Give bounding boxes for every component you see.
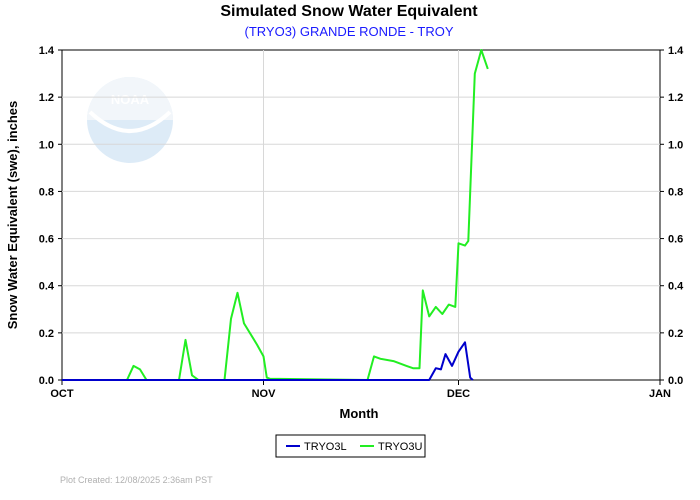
y-tick-label-right: 0.6 bbox=[668, 234, 683, 246]
y-tick-label: 1.2 bbox=[39, 92, 54, 104]
legend-box bbox=[275, 434, 426, 458]
y-tick-label-right: 1.2 bbox=[668, 92, 683, 104]
y-tick-label: 0.0 bbox=[39, 375, 54, 387]
noaa-logo-text: NOAA bbox=[111, 92, 150, 107]
y-tick-label-right: 1.4 bbox=[668, 45, 684, 57]
y-tick-label: 0.8 bbox=[39, 186, 54, 198]
grid-lines bbox=[62, 50, 660, 380]
legend: TRYO3L TRYO3U bbox=[275, 434, 426, 458]
chart-subtitle: (TRYO3) GRANDE RONDE - TROY bbox=[245, 24, 454, 39]
y-tick-label-right: 0.2 bbox=[668, 328, 683, 340]
x-tick-label: NOV bbox=[252, 388, 277, 400]
x-axis-label: Month bbox=[340, 406, 379, 421]
y-tick-label: 1.4 bbox=[39, 45, 55, 57]
y-tick-label: 0.6 bbox=[39, 234, 54, 246]
y-axis-label: Snow Water Equivalent (swe), inches bbox=[5, 101, 20, 330]
y-tick-label: 0.4 bbox=[39, 281, 55, 293]
series-line-tryo3u bbox=[62, 49, 489, 381]
y-tick-label: 0.2 bbox=[39, 328, 54, 340]
x-tick-label: DEC bbox=[447, 388, 470, 400]
y-tick-label: 1.0 bbox=[39, 139, 54, 151]
y-tick-label-right: 0.0 bbox=[668, 375, 683, 387]
x-tick-label: JAN bbox=[649, 388, 671, 400]
y-axis-ticks: 0.0 0.0 0.2 0.2 0.4 0.4 0.6 0.6 0.8 0.8 1.0 1.0 1.2 1… bbox=[39, 45, 684, 387]
chart-title: Simulated Snow Water Equivalent bbox=[220, 3, 478, 20]
legend-label-tryo3l: TRYO3L bbox=[304, 441, 347, 453]
y-tick-label-right: 0.4 bbox=[668, 281, 684, 293]
series-lines bbox=[62, 49, 489, 381]
legend-label-tryo3u: TRYO3U bbox=[378, 441, 422, 453]
y-tick-label-right: 1.0 bbox=[668, 139, 683, 151]
x-tick-label: OCT bbox=[50, 388, 74, 400]
noaa-logo: NOAA bbox=[87, 77, 173, 163]
x-axis-ticks: OCT NOV DEC JAN bbox=[50, 380, 671, 400]
y-tick-label-right: 0.8 bbox=[668, 186, 683, 198]
plot-created-text: Plot Created: 12/08/2025 2:36am PST bbox=[60, 475, 213, 485]
series-line-tryo3l bbox=[62, 341, 474, 381]
